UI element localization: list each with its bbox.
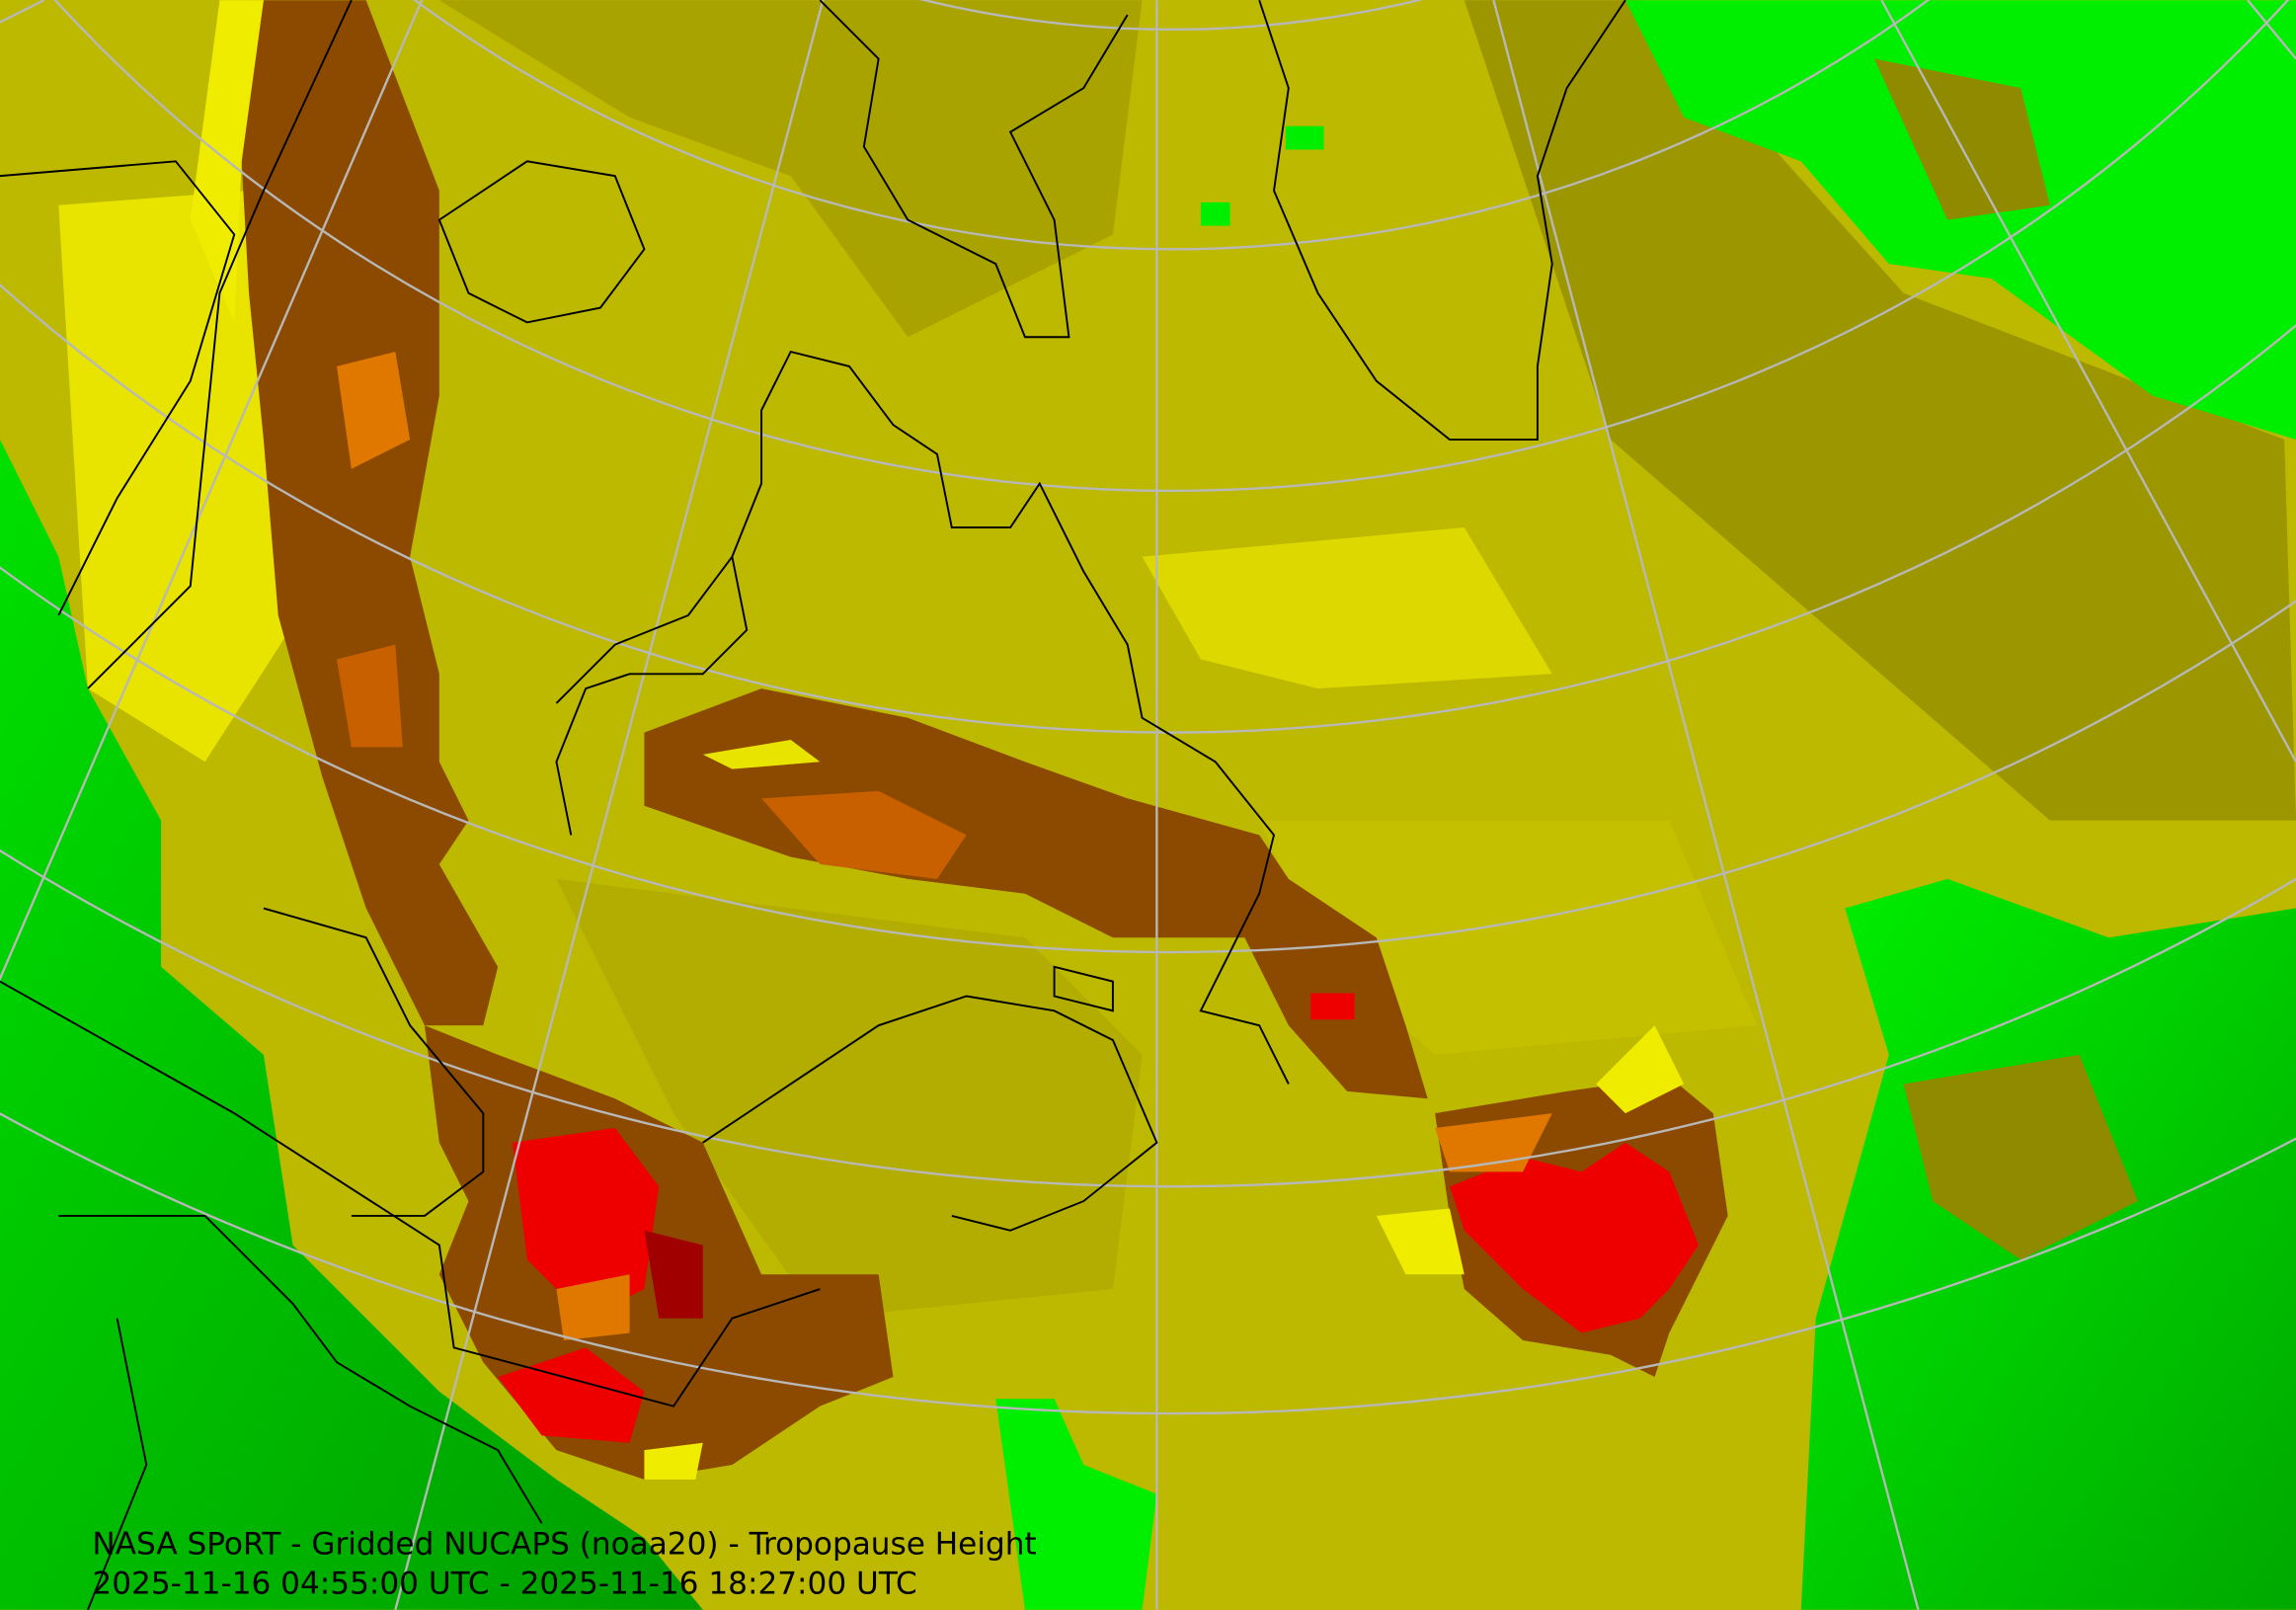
coastline xyxy=(1053,965,1114,1012)
coastlines xyxy=(0,0,1626,1610)
green-cell xyxy=(1200,201,1230,226)
field-patch xyxy=(1142,527,1552,689)
border xyxy=(87,1318,148,1610)
green-region xyxy=(0,440,703,1610)
coastline xyxy=(555,350,1290,1085)
meridian xyxy=(0,0,45,24)
coastline xyxy=(1258,0,1626,442)
field-patch xyxy=(1464,0,2296,821)
coastline xyxy=(555,556,749,836)
red-cell xyxy=(1310,993,1355,1020)
latitude-line xyxy=(919,0,1423,31)
latitude-line xyxy=(0,848,2296,1187)
green-cell xyxy=(1285,125,1324,150)
latitude-line xyxy=(0,565,2296,953)
green-region xyxy=(995,1399,1157,1610)
brown-streak xyxy=(241,0,499,1026)
map-title: NASA SPoRT - Gridded NUCAPS (noaa20) - T… xyxy=(92,1526,1036,1562)
latitude-line xyxy=(0,282,2296,734)
field-patch xyxy=(438,0,1143,338)
orange-patch xyxy=(337,644,403,748)
green-region xyxy=(1624,0,2296,441)
darkred-patch xyxy=(644,1230,703,1319)
meridian xyxy=(2247,0,2296,60)
field-patch xyxy=(556,878,1143,1319)
coastline xyxy=(819,0,1129,339)
meridian xyxy=(394,0,825,1610)
yellow-patch xyxy=(644,1442,703,1480)
red-region xyxy=(512,1127,660,1319)
time-range: 2025-11-16 04:55:00 UTC - 2025-11-16 18:… xyxy=(92,1566,916,1601)
yellow-patch xyxy=(1376,1208,1465,1275)
coastline xyxy=(263,907,485,1217)
orange-patch xyxy=(556,1274,630,1340)
meridian xyxy=(0,0,424,982)
orange-patch xyxy=(761,790,967,879)
yellow-patch xyxy=(1596,1025,1685,1114)
red-region xyxy=(1449,1142,1700,1333)
yellow-patch xyxy=(702,740,821,769)
brown-band xyxy=(644,688,1428,1099)
field-patch xyxy=(1903,1054,2138,1260)
red-region xyxy=(498,1347,645,1443)
meridian xyxy=(1492,0,1920,1610)
border xyxy=(0,160,236,616)
coastline xyxy=(437,160,646,324)
orange-patch xyxy=(337,352,411,469)
coastline xyxy=(702,995,1158,1232)
border xyxy=(58,1214,543,1524)
field-patch xyxy=(1873,58,2050,220)
border xyxy=(0,980,821,1408)
latitude-line xyxy=(53,0,2289,492)
meridian xyxy=(1880,0,2296,763)
latitude-line xyxy=(413,0,1930,251)
border xyxy=(87,0,353,689)
latitude-line xyxy=(0,1111,2296,1414)
